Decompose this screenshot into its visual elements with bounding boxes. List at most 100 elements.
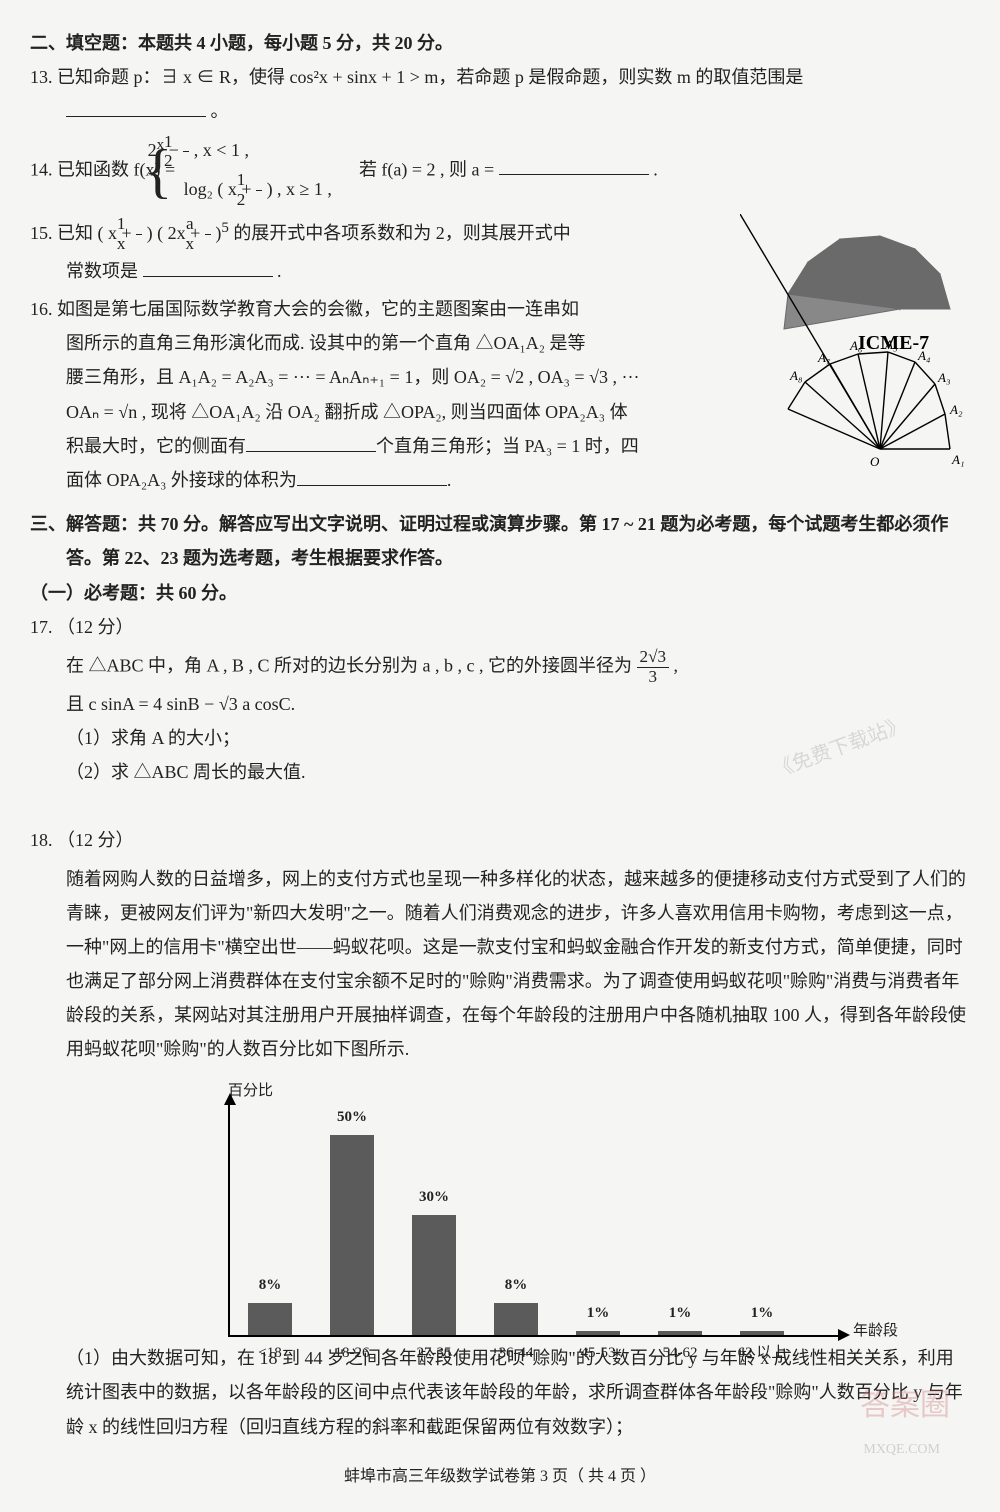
x-label-0: <18 xyxy=(235,1339,305,1368)
sqrt3: √3 xyxy=(589,367,608,387)
q16l4b: , 现将 △OA₁A₂ 沿 OA₂ 翻折成 △OPA₂, 则当四面体 OPA₂A… xyxy=(137,402,627,422)
y-arrow-icon xyxy=(224,1093,236,1107)
x-label-5: 54-62 xyxy=(645,1339,715,1368)
q15-blank xyxy=(143,258,273,277)
q16l2: 图所示的直角三角形演化而成. 设其中的第一个直角 △OA₁A₂ 是等 xyxy=(66,333,586,353)
c2b: ) , x ≥ 1 , xyxy=(262,179,332,199)
section3-sub1: （一）必考题：共 60 分。 xyxy=(30,576,970,610)
q16l5a: 积最大时，它的侧面有 xyxy=(66,436,246,456)
c1a: 2 xyxy=(148,140,157,160)
svg-text:A₁: A₁ xyxy=(951,452,964,467)
q18-body: 随着网购人数的日益增多，网上的支付方式也呈现一种多样化的状态，越来越多的便捷移动… xyxy=(66,862,970,1444)
x-arrow-icon xyxy=(836,1329,850,1341)
q15-num: 15. xyxy=(30,223,53,243)
bar-label-5: 1% xyxy=(650,1299,710,1328)
page-footer: 蚌埠市高三年级数学试卷第 3 页（ 共 4 页 ） xyxy=(30,1462,970,1492)
q14-blank xyxy=(499,156,649,175)
chart-area: 年龄段 8%<1850%18-2630%27-358%36-441%45-531… xyxy=(228,1105,838,1337)
bar-chart: 百分比 年龄段 8%<1850%18-2630%27-358%36-441%45… xyxy=(198,1077,838,1338)
bar-label-3: 8% xyxy=(486,1271,546,1300)
p2a: ( 2x + xyxy=(157,223,205,243)
q17fd: 3 xyxy=(637,668,669,687)
q15a: 已知 xyxy=(57,223,93,243)
p1b: ) xyxy=(142,223,153,243)
q15: 15. 已知 ( x + 1x ) ( 2x + ax )5 的展开式中各项系数… xyxy=(66,214,734,288)
svg-text:A₆: A₆ xyxy=(849,338,862,353)
svg-text:O: O xyxy=(870,454,880,469)
q17-body: 在 △ABC 中，角 A , B , C 所对的边长分别为 a , b , c … xyxy=(66,648,970,789)
bar-3 xyxy=(494,1303,538,1335)
bar-0 xyxy=(248,1303,292,1335)
x-label-1: 18-26 xyxy=(317,1339,387,1368)
x-label-4: 45-53 xyxy=(563,1339,633,1368)
q18-pts: （12 分） xyxy=(57,830,134,850)
q14: 14. 已知函数 f(x) = { 2x − 12 , x < 1 , log₂… xyxy=(66,133,970,210)
svg-text:A₂: A₂ xyxy=(949,402,963,417)
q15b: 的展开式中各项系数和为 2，则其展开式中 xyxy=(233,223,571,243)
p2b: ) xyxy=(211,223,222,243)
sqrt2: √2 xyxy=(505,367,524,387)
x-label-6: 62 以上 xyxy=(727,1339,797,1368)
q18-para: 随着网购人数的日益增多，网上的支付方式也呈现一种多样化的状态，越来越多的便捷移动… xyxy=(66,862,970,1067)
svg-text:A₄: A₄ xyxy=(917,348,931,363)
q16l1: 如图是第七届国际数学教育大会的会徽，它的主题图案由一连串如 xyxy=(57,299,579,319)
q16l6a: 面体 OPA₂A₃ 外接球的体积为 xyxy=(66,470,297,490)
q15-period: . xyxy=(277,261,282,281)
q16l3b: , OA₃ = xyxy=(524,367,589,387)
q13-blank xyxy=(66,98,206,117)
q17p2: （2）求 △ABC 周长的最大值. xyxy=(66,755,970,789)
q13-text: 已知命题 p：∃ x ∈ R，使得 cos²x + sinx + 1 > m，若… xyxy=(57,67,803,87)
q16l4a: OAₙ = xyxy=(66,402,118,422)
q17l1b: , xyxy=(674,655,679,675)
c1c: , x < 1 , xyxy=(189,140,249,160)
q17: 17. （12 分） xyxy=(66,610,970,644)
q16: 16. 如图是第七届国际数学教育大会的会徽，它的主题图案由一连串如 图所示的直角… xyxy=(66,292,734,497)
q16-period: . xyxy=(447,470,452,490)
bar-5 xyxy=(658,1331,702,1335)
svg-text:A₈: A₈ xyxy=(789,368,803,383)
q16l5b: 个直角三角形；当 PA₃ = 1 时，四 xyxy=(376,436,639,456)
section3-heading: 三、解答题：共 70 分。解答应写出文字说明、证明过程或演算步骤。第 17 ~ … xyxy=(66,507,970,575)
q16l3a: 腰三角形，且 A₁A₂ = A₂A₃ = ··· = AₙAₙ₊₁ = 1，则 … xyxy=(66,367,505,387)
q18-num: 18. xyxy=(30,830,53,850)
svg-text:A₇: A₇ xyxy=(817,350,831,365)
y-axis-title: 百分比 xyxy=(228,1077,838,1106)
bar-label-2: 30% xyxy=(404,1183,464,1212)
q14-period: . xyxy=(653,159,658,179)
q16l3c: , ··· xyxy=(608,367,639,387)
svg-text:A₃: A₃ xyxy=(937,370,950,385)
bar-6 xyxy=(740,1331,784,1335)
q16-num: 16. xyxy=(30,299,53,319)
q15c: 常数项是 xyxy=(66,261,138,281)
piecewise: { 2x − 12 , x < 1 , log₂ ( x + 12 ) , x … xyxy=(180,133,332,210)
section2-heading: 二、填空题：本题共 4 小题，每小题 5 分，共 20 分。 xyxy=(30,26,970,60)
x-label-2: 27-35 xyxy=(399,1339,469,1368)
bar-4 xyxy=(576,1331,620,1335)
q16-blank1 xyxy=(246,433,376,452)
q17l1a: 在 △ABC 中，角 A , B , C 所对的边长分别为 a , b , c … xyxy=(66,655,632,675)
q17fn: 2√3 xyxy=(637,648,669,668)
q17-num: 17. xyxy=(30,617,53,637)
bar-label-0: 8% xyxy=(240,1271,300,1300)
bar-label-6: 1% xyxy=(732,1299,792,1328)
q18: 18. （12 分） xyxy=(66,823,970,857)
q17p1: （1）求角 A 的大小； xyxy=(66,721,970,755)
q13-num: 13. xyxy=(30,67,53,87)
q16-blank2 xyxy=(297,467,447,486)
q14-num: 14. xyxy=(30,159,53,179)
icme-svg: ICME-7 xyxy=(740,214,970,474)
q17l2: 且 c sinA = 4 sinB − √3 a cosC. xyxy=(66,687,970,721)
q13-period: 。 xyxy=(211,101,229,121)
q17-pts: （12 分） xyxy=(57,617,134,637)
q14-tail: 若 f(a) = 2 , 则 a = xyxy=(359,159,499,179)
bar-1 xyxy=(330,1135,374,1335)
icme-figure: ICME-7 xyxy=(740,214,970,485)
bar-2 xyxy=(412,1215,456,1335)
x-label-3: 36-44 xyxy=(481,1339,551,1368)
x-axis-title: 年龄段 xyxy=(853,1317,898,1346)
bar-label-1: 50% xyxy=(322,1103,382,1132)
sqrtn: √n xyxy=(118,402,137,422)
bar-label-4: 1% xyxy=(568,1299,628,1328)
c2a: log₂ ( x + xyxy=(184,179,256,199)
q15-exp: 5 xyxy=(221,220,229,236)
